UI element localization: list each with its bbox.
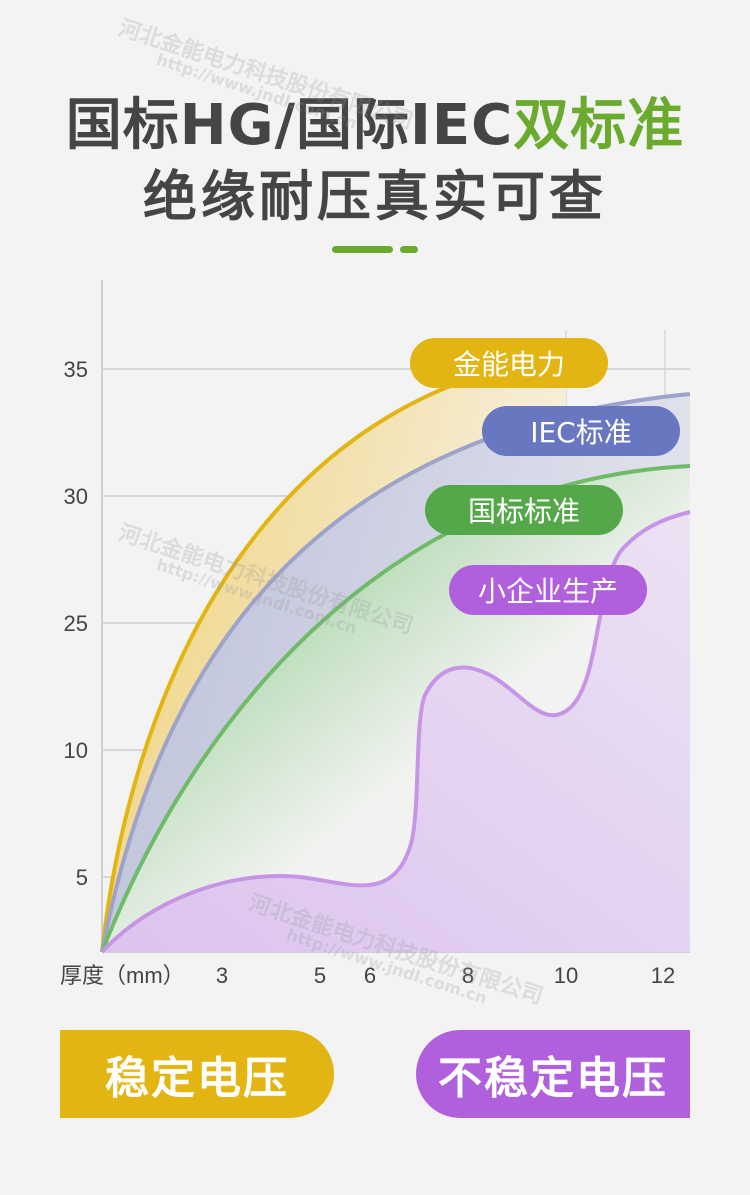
title-main: 国标HG/国际IEC bbox=[65, 93, 514, 158]
unstable-voltage-label: 不稳定电压 bbox=[416, 1030, 690, 1118]
line-jinneng bbox=[100, 360, 531, 953]
title-accent: 双标准 bbox=[513, 93, 685, 158]
area-small-enterprise bbox=[102, 512, 690, 952]
x-tick-label: 12 bbox=[651, 963, 675, 988]
line-national bbox=[100, 464, 691, 953]
x-tick-label: 3 bbox=[216, 963, 228, 988]
legend-iec: IEC标准 bbox=[482, 406, 680, 456]
x-tick-label: 8 bbox=[462, 963, 474, 988]
y-tick-label: 35 bbox=[64, 357, 88, 382]
y-tick-label: 5 bbox=[76, 865, 88, 890]
x-axis-label: 厚度（mm） bbox=[60, 963, 185, 988]
decor-bar-short bbox=[400, 246, 418, 253]
y-tick-label: 25 bbox=[64, 611, 88, 636]
decor-bar bbox=[332, 246, 393, 253]
y-tick-label: 10 bbox=[64, 738, 88, 763]
x-tick-label: 6 bbox=[364, 963, 376, 988]
x-tick-label: 10 bbox=[554, 963, 578, 988]
y-tick-label: 30 bbox=[64, 484, 88, 509]
legend-small-enterprise: 小企业生产 bbox=[449, 565, 647, 615]
title-line-2: 绝缘耐压真实可查 bbox=[143, 165, 607, 228]
stable-voltage-label: 稳定电压 bbox=[60, 1030, 334, 1118]
legend-jinneng: 金能电力 bbox=[410, 338, 608, 388]
legend-national: 国标标准 bbox=[425, 485, 623, 535]
x-tick-label: 5 bbox=[314, 963, 326, 988]
title-line-1: 国标HG/国际IEC双标准 bbox=[0, 80, 750, 161]
